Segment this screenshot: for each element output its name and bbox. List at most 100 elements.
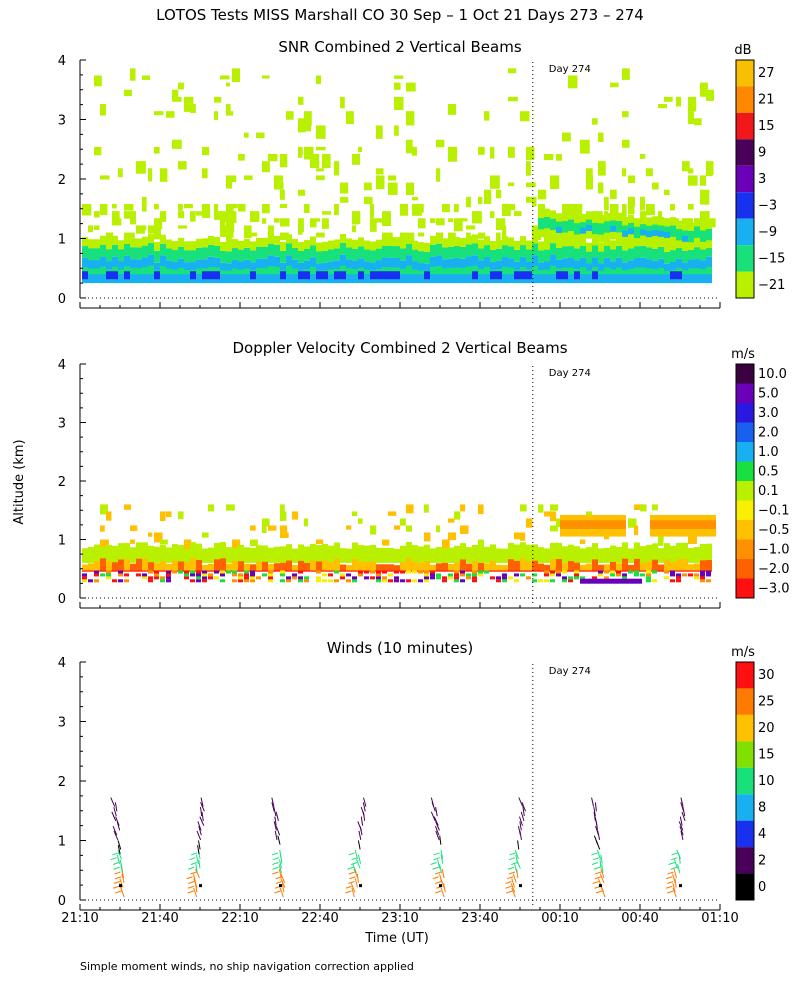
wind-barb bbox=[353, 868, 359, 879]
snr-cell bbox=[574, 203, 583, 219]
x-tick-label: 00:10 bbox=[541, 911, 578, 926]
velocity-cell bbox=[292, 564, 298, 572]
snr-cell bbox=[316, 125, 326, 139]
velocity-cell bbox=[572, 520, 578, 529]
colorbar-label: 10 bbox=[758, 774, 775, 789]
snr-cell bbox=[694, 118, 702, 126]
snr-cell bbox=[484, 266, 490, 275]
snr-cell bbox=[148, 234, 154, 244]
velocity-cell bbox=[82, 548, 88, 563]
snr-cell bbox=[544, 240, 550, 250]
velocity-cell bbox=[484, 546, 490, 563]
velocity-cell bbox=[466, 563, 472, 572]
velocity-cell bbox=[202, 532, 209, 538]
snr-cell bbox=[484, 111, 490, 121]
velocity-cell bbox=[160, 545, 166, 563]
wind-barb bbox=[440, 887, 445, 898]
velocity-cell bbox=[130, 525, 138, 531]
wind-barb bbox=[112, 885, 120, 889]
velocity-cell bbox=[364, 561, 370, 572]
snr-cell bbox=[484, 236, 490, 246]
wind-barb bbox=[279, 849, 282, 860]
snr-cell bbox=[232, 203, 238, 209]
velocity-cell bbox=[634, 542, 640, 563]
snr-cell bbox=[520, 111, 530, 122]
snr-cell bbox=[652, 229, 658, 236]
snr-cell bbox=[82, 246, 88, 258]
velocity-cell bbox=[358, 573, 363, 577]
colorbar-swatch bbox=[736, 539, 754, 559]
velocity-cell bbox=[610, 570, 615, 574]
snr-cell bbox=[658, 246, 664, 259]
velocity-cell bbox=[658, 539, 664, 546]
snr-cell bbox=[700, 189, 710, 205]
velocity-cell bbox=[472, 544, 478, 563]
snr-cell bbox=[598, 270, 604, 275]
wind-barb bbox=[596, 849, 601, 860]
velocity-cell bbox=[118, 579, 123, 583]
snr-cell bbox=[232, 175, 237, 182]
snr-cell bbox=[208, 244, 214, 257]
snr-cell bbox=[436, 139, 445, 148]
snr-cell bbox=[214, 271, 220, 280]
snr-cell bbox=[298, 96, 304, 105]
snr-cell bbox=[220, 218, 226, 228]
wind-barb bbox=[200, 802, 205, 812]
velocity-cell bbox=[352, 579, 357, 583]
velocity-cell bbox=[256, 545, 262, 563]
snr-cell bbox=[634, 226, 640, 239]
snr-cell bbox=[226, 218, 235, 233]
wind-barb bbox=[508, 857, 516, 861]
wind-calm-dot bbox=[199, 884, 202, 888]
snr-cell bbox=[436, 218, 445, 226]
wind-barb bbox=[117, 840, 122, 850]
wind-barb bbox=[350, 883, 356, 893]
snr-cell bbox=[598, 182, 604, 194]
velocity-cell bbox=[646, 561, 652, 572]
snr-cell bbox=[364, 269, 370, 275]
snr-cell bbox=[394, 246, 400, 258]
snr-cell bbox=[388, 182, 398, 195]
wind-barb bbox=[521, 802, 527, 812]
snr-cell bbox=[640, 229, 646, 236]
y-axis-label: Altitude (km) bbox=[12, 439, 27, 524]
snr-cell bbox=[106, 240, 112, 250]
velocity-cell bbox=[682, 559, 688, 572]
wind-barb bbox=[516, 868, 519, 879]
wind-barb bbox=[197, 821, 202, 831]
velocity-cell bbox=[124, 559, 130, 572]
velocity-cell bbox=[670, 570, 675, 574]
velocity-cell bbox=[674, 520, 680, 529]
snr-cell bbox=[178, 161, 187, 170]
wind-barb bbox=[113, 806, 117, 817]
snr-cell bbox=[394, 125, 399, 136]
velocity-cell bbox=[262, 545, 268, 563]
wind-barb bbox=[515, 854, 519, 864]
wind-barb bbox=[441, 868, 445, 879]
velocity-cell bbox=[550, 504, 559, 511]
velocity-cell bbox=[244, 563, 250, 572]
colorbar-swatch bbox=[736, 383, 754, 403]
snr-cell bbox=[490, 241, 496, 250]
velocity-cell bbox=[400, 571, 406, 584]
snr-cell bbox=[688, 168, 694, 174]
velocity-cell bbox=[574, 573, 579, 577]
wind-barb bbox=[507, 866, 515, 870]
snr-cell bbox=[382, 267, 388, 275]
snr-cell bbox=[454, 218, 463, 232]
wind-barb bbox=[200, 797, 204, 807]
velocity-cell bbox=[130, 563, 136, 572]
velocity-cell bbox=[526, 544, 532, 563]
snr-cell bbox=[448, 246, 454, 259]
velocity-cell bbox=[406, 525, 412, 532]
velocity-cell bbox=[364, 576, 369, 580]
colorbar-label: −3 bbox=[758, 198, 777, 213]
velocity-cell bbox=[322, 544, 328, 563]
snr-cell bbox=[292, 268, 298, 275]
velocity-cell bbox=[412, 545, 418, 563]
velocity-cell bbox=[166, 579, 171, 583]
velocity-cell bbox=[304, 562, 310, 572]
snr-cell bbox=[688, 247, 694, 260]
snr-cell bbox=[616, 236, 622, 246]
velocity-cell bbox=[544, 579, 549, 583]
